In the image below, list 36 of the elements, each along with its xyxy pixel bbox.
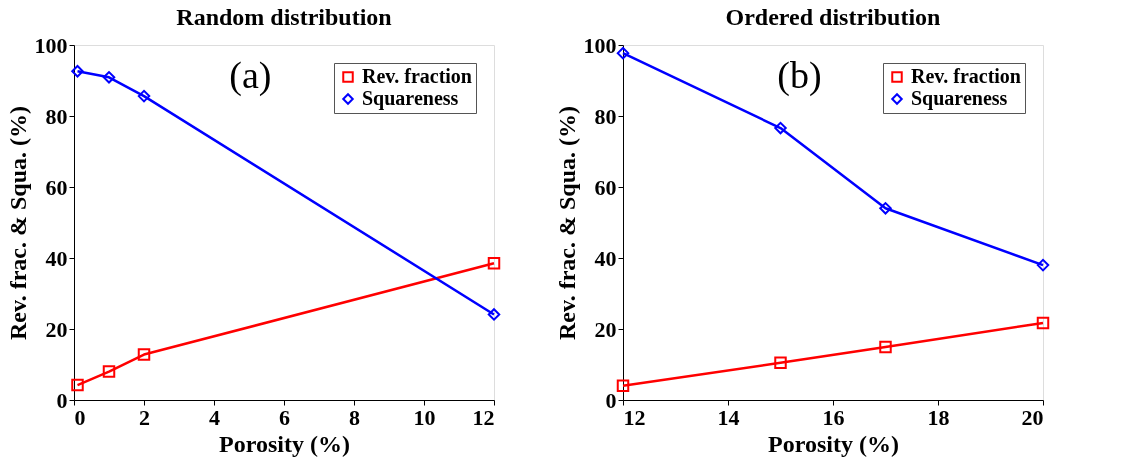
x-tick-label: 16: [822, 404, 845, 430]
y-tick-label: 0: [605, 387, 617, 413]
annotation: (b): [777, 54, 822, 97]
x-tick-label: 6: [279, 404, 290, 430]
legend-label: Squareness: [911, 87, 1008, 110]
x-axis-title: Porosity (%): [219, 430, 350, 457]
legend-label: Squareness: [362, 87, 459, 110]
y-tick-label: 40: [45, 245, 68, 271]
legend-label: Rev. fraction: [911, 65, 1021, 87]
y-tick-label: 60: [594, 174, 617, 200]
y-tick-label: 20: [594, 316, 617, 342]
x-tick-label: 8: [349, 404, 360, 430]
x-tick-label: 4: [209, 404, 220, 430]
y-tick-label: 80: [594, 103, 617, 129]
y-tick-label: 100: [583, 32, 617, 58]
x-axis-title: Porosity (%): [768, 430, 899, 457]
x-tick-label: 18: [927, 404, 950, 430]
y-tick-label: 0: [56, 387, 68, 413]
x-tick-label: 2: [139, 404, 150, 430]
y-tick-label: 40: [594, 245, 617, 271]
y-axis-title: Rev. frac. & Squa. (%): [553, 106, 580, 340]
legend-label: Rev. fraction: [362, 65, 472, 87]
y-tick-label: 60: [45, 174, 68, 200]
chart-title: Random distribution: [176, 4, 392, 30]
x-tick-label: 12: [472, 404, 495, 430]
x-tick-label: 20: [1021, 404, 1044, 430]
x-tick-label: 14: [717, 404, 740, 430]
x-tick-label: 10: [413, 404, 436, 430]
y-tick-label: 20: [45, 316, 68, 342]
chart-title: Ordered distribution: [725, 4, 941, 30]
y-tick-label: 100: [34, 32, 68, 58]
x-tick-label: 12: [623, 404, 646, 430]
y-axis-title: Rev. frac. & Squa. (%): [4, 106, 31, 340]
y-tick-label: 80: [45, 103, 68, 129]
annotation: (a): [229, 54, 272, 97]
x-tick-label: 0: [74, 404, 86, 430]
